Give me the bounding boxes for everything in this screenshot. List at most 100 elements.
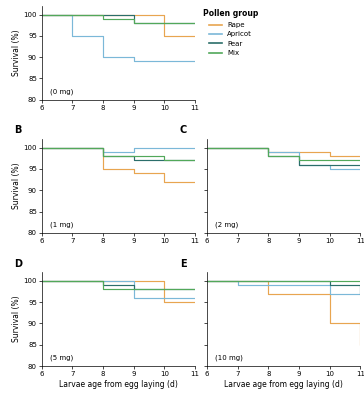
Apricot bbox=[358, 291, 363, 296]
Apricot bbox=[236, 278, 240, 283]
Mix bbox=[162, 158, 167, 163]
Rape bbox=[162, 171, 167, 176]
Pear bbox=[266, 154, 271, 158]
Rape bbox=[162, 300, 167, 304]
Rape bbox=[162, 278, 167, 283]
Pear bbox=[131, 287, 136, 292]
X-axis label: Larvae age from egg laying (d): Larvae age from egg laying (d) bbox=[224, 380, 343, 389]
Pear bbox=[297, 154, 301, 158]
Mix bbox=[40, 145, 44, 150]
Y-axis label: Survival (%): Survival (%) bbox=[12, 163, 21, 209]
Line: Apricot: Apricot bbox=[207, 281, 360, 294]
Text: C: C bbox=[180, 125, 187, 135]
Mix bbox=[131, 16, 136, 21]
Pear bbox=[101, 145, 105, 150]
Rape bbox=[266, 150, 271, 154]
Rape bbox=[328, 321, 332, 326]
Apricot bbox=[193, 59, 197, 64]
Apricot bbox=[101, 150, 105, 154]
Mix bbox=[297, 158, 301, 163]
Rape bbox=[40, 278, 44, 283]
Line: Rape: Rape bbox=[42, 14, 195, 36]
Line: Pear: Pear bbox=[42, 148, 195, 160]
Apricot bbox=[131, 59, 136, 64]
Rape bbox=[101, 145, 105, 150]
Apricot bbox=[131, 145, 136, 150]
Apricot bbox=[205, 145, 209, 150]
Mix bbox=[40, 12, 44, 17]
Apricot bbox=[297, 150, 301, 154]
Pear bbox=[328, 283, 332, 288]
Rape bbox=[328, 291, 332, 296]
Apricot bbox=[328, 162, 332, 167]
Text: (5 mg): (5 mg) bbox=[50, 355, 73, 361]
Rape bbox=[101, 12, 105, 17]
Apricot bbox=[162, 296, 167, 300]
Mix bbox=[358, 158, 363, 163]
Pear bbox=[193, 158, 197, 163]
Rape bbox=[193, 300, 197, 304]
Text: A: A bbox=[14, 0, 22, 2]
Mix bbox=[101, 12, 105, 17]
Apricot bbox=[131, 296, 136, 300]
Apricot bbox=[131, 55, 136, 60]
Pear bbox=[193, 287, 197, 292]
Pear bbox=[101, 283, 105, 288]
Mix bbox=[101, 287, 105, 292]
Line: Apricot: Apricot bbox=[207, 148, 360, 169]
Pear bbox=[40, 145, 44, 150]
Rape bbox=[358, 321, 363, 326]
Rape bbox=[131, 278, 136, 283]
Pear bbox=[193, 21, 197, 26]
Mix bbox=[101, 278, 105, 283]
Pear bbox=[297, 162, 301, 167]
Rape bbox=[193, 34, 197, 38]
Pear bbox=[131, 21, 136, 26]
Rape bbox=[205, 145, 209, 150]
Apricot bbox=[70, 34, 75, 38]
Apricot bbox=[131, 150, 136, 154]
Line: Mix: Mix bbox=[207, 148, 360, 160]
Pear bbox=[101, 154, 105, 158]
X-axis label: Larvae age from egg laying (d): Larvae age from egg laying (d) bbox=[59, 380, 178, 389]
Mix bbox=[131, 21, 136, 26]
Rape bbox=[328, 154, 332, 158]
Pear bbox=[162, 158, 167, 163]
Pear bbox=[40, 278, 44, 283]
Apricot bbox=[358, 166, 363, 171]
Apricot bbox=[162, 296, 167, 300]
Apricot bbox=[193, 296, 197, 300]
Apricot bbox=[101, 145, 105, 150]
Text: (10 mg): (10 mg) bbox=[215, 355, 243, 361]
Apricot bbox=[40, 12, 44, 17]
Mix bbox=[162, 154, 167, 158]
Line: Apricot: Apricot bbox=[42, 281, 195, 298]
Rape bbox=[266, 291, 271, 296]
Pear bbox=[131, 158, 136, 163]
Line: Pear: Pear bbox=[42, 281, 195, 289]
Rape bbox=[40, 12, 44, 17]
Pear bbox=[131, 154, 136, 158]
Line: Pear: Pear bbox=[207, 281, 360, 294]
Line: Mix: Mix bbox=[42, 148, 195, 160]
Apricot bbox=[131, 278, 136, 283]
Pear bbox=[162, 158, 167, 163]
Line: Rape: Rape bbox=[207, 281, 360, 345]
Y-axis label: Survival (%): Survival (%) bbox=[12, 296, 21, 342]
Pear bbox=[131, 283, 136, 288]
Text: (1 mg): (1 mg) bbox=[50, 222, 73, 228]
Apricot bbox=[297, 162, 301, 167]
Mix bbox=[266, 154, 271, 158]
Line: Rape: Rape bbox=[207, 148, 360, 156]
Rape bbox=[101, 166, 105, 171]
Line: Pear: Pear bbox=[207, 148, 360, 165]
Pear bbox=[358, 291, 363, 296]
Rape bbox=[131, 278, 136, 283]
Text: D: D bbox=[14, 258, 22, 268]
Mix bbox=[193, 287, 197, 292]
Rape bbox=[266, 278, 271, 283]
Line: Pear: Pear bbox=[42, 14, 195, 23]
Apricot bbox=[205, 278, 209, 283]
Pear bbox=[205, 145, 209, 150]
Line: Mix: Mix bbox=[42, 14, 195, 23]
